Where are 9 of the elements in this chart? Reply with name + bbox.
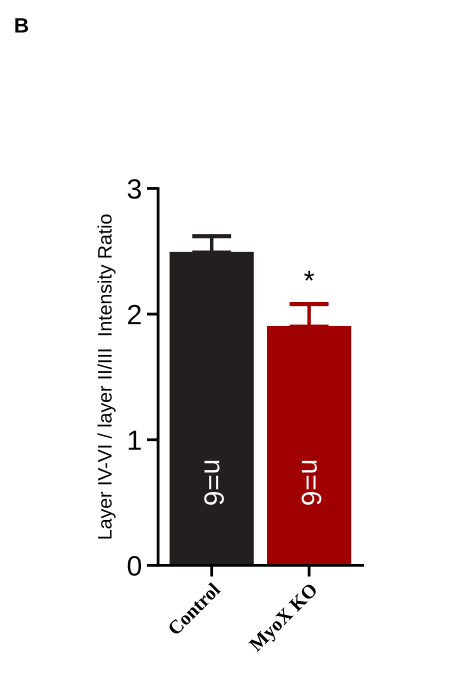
annotation: n=6 [204, 460, 224, 505]
y-axis-title: Layer IV-VI / layer II/III Intensity Ratio [97, 214, 116, 538]
annotation: n=6 [302, 460, 322, 505]
y-tick-label: 0 [128, 556, 142, 576]
chart-title: B [15, 18, 28, 33]
y-tick-label: 1 [128, 430, 141, 450]
y-tick-label: 2 [128, 304, 141, 324]
annotation: * [304, 270, 314, 281]
y-tick-label: 3 [128, 179, 141, 199]
